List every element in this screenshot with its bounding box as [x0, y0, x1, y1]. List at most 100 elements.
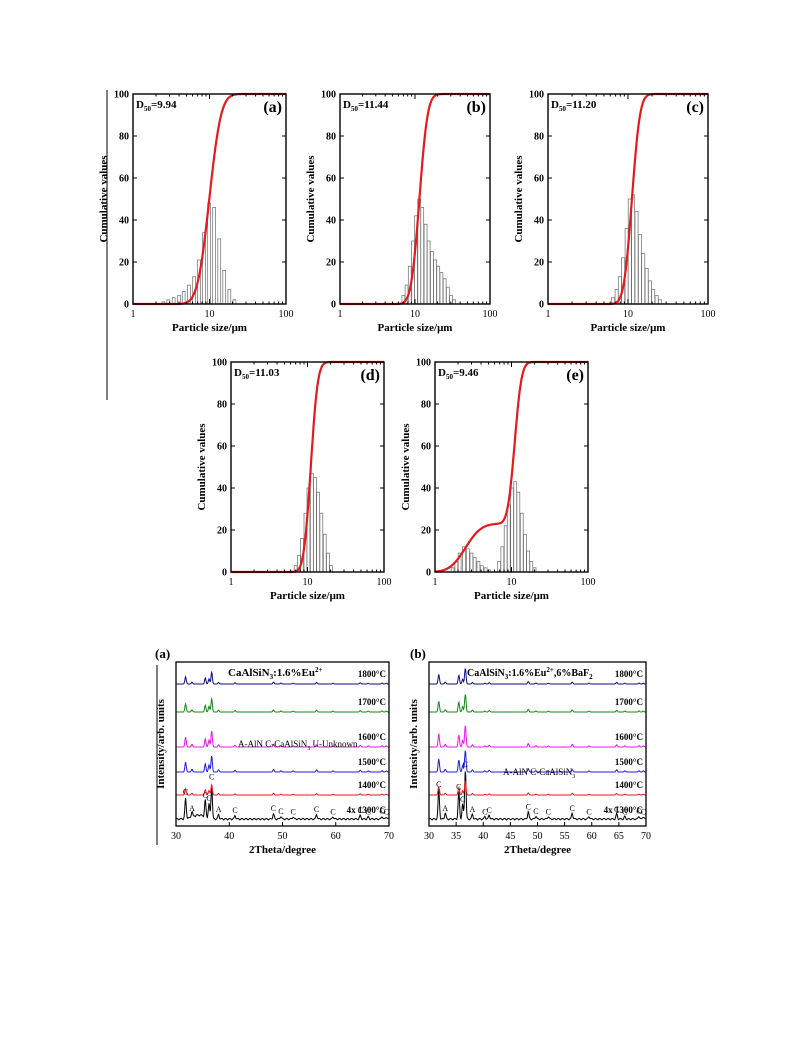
x-tick-label: 100 — [377, 577, 392, 588]
histogram-bar — [641, 253, 646, 305]
title-sup: 2+ — [546, 666, 554, 674]
x-tick-label: 50 — [533, 831, 543, 842]
histogram-bar — [523, 533, 527, 573]
histogram-bar — [648, 280, 652, 305]
x-tick-label: 1 — [546, 309, 551, 320]
psd-panel-0: 0 20 40 60 80 100 1 10 100 Particle size/μm Cumula… — [98, 90, 294, 335]
d50-annotation: D50=11.20 — [551, 99, 597, 113]
x-tick-label: 10 — [410, 309, 420, 320]
title-mid: :1.6%Eu — [508, 668, 547, 679]
x-tick-label: 1 — [131, 309, 136, 320]
y-tick-label: 40 — [119, 216, 129, 227]
title-base: CaAlSiN — [467, 668, 506, 679]
panel-label: (b) — [410, 646, 426, 661]
y-tick-label: 60 — [326, 174, 336, 185]
histogram-bar — [227, 288, 232, 305]
peak-label: C — [209, 773, 214, 782]
panel-label: (b) — [466, 99, 486, 116]
panel-label: (e) — [566, 367, 584, 384]
histogram-bar — [316, 491, 320, 573]
x-tick-label: 1 — [229, 577, 234, 588]
y-tick-label: 20 — [534, 258, 544, 269]
d50-sub: 50 — [559, 105, 567, 113]
x-axis-label: Particle size/μm — [378, 322, 453, 334]
y-tick-label: 80 — [217, 400, 227, 411]
histogram-bar — [638, 234, 642, 305]
x-tick-label: 50 — [278, 831, 288, 842]
x-axis-label: Particle size/μm — [270, 590, 345, 602]
d50-base: D — [136, 99, 144, 111]
histogram-bar — [326, 552, 330, 573]
histogram-bar — [466, 548, 470, 573]
d50-value: =11.44 — [358, 99, 389, 111]
y-tick-label: 100 — [114, 90, 129, 101]
peak-label: C — [533, 807, 538, 816]
xrd-panel-0: 4x 1300°C 1400°C 1500°C 1600°C 1700°C 1800°C C… — [155, 646, 394, 856]
histogram-bar — [426, 240, 431, 305]
d50-value: =11.03 — [249, 367, 280, 379]
y-axis-label: Cumulative values — [305, 155, 317, 243]
x-tick-label: 45 — [505, 831, 515, 842]
legend-note-base: A-AlN C-CaAlSiN — [503, 767, 573, 777]
d50-sub: 50 — [242, 373, 250, 381]
histogram-bar — [430, 251, 434, 305]
y-tick-label: 0 — [222, 568, 227, 579]
series-label: 4x 1300°C — [604, 805, 643, 815]
d50-sub: 50 — [351, 105, 359, 113]
panel-label: (a) — [155, 646, 170, 661]
peak-label: A — [189, 804, 195, 813]
peak-label: C — [460, 795, 465, 804]
histogram-bar — [500, 546, 505, 573]
y-tick-label: 100 — [212, 358, 227, 369]
histogram-bar — [420, 207, 425, 305]
xrd-series-line — [176, 730, 389, 748]
histogram-bar — [510, 487, 514, 573]
x-axis-label: Particle size/μm — [591, 322, 666, 334]
legend-note-sub: 3 — [572, 774, 575, 780]
d50-base: D — [234, 367, 242, 379]
series-label: 4x 1300°C — [347, 805, 386, 815]
peak-label: A — [470, 805, 476, 814]
x-tick-label: 70 — [641, 831, 651, 842]
histogram-bar — [519, 512, 524, 573]
y-tick-label: 80 — [534, 132, 544, 143]
peak-label: C — [641, 808, 646, 817]
psd-panel-3: 0 20 40 60 80 100 1 10 100 Particle size/μm Cumula… — [196, 358, 392, 603]
x-tick-label: 100 — [581, 577, 596, 588]
legend-note-base: A-AlN C-CaAlSiN — [238, 739, 308, 749]
d50-base: D — [551, 99, 559, 111]
histogram-bar — [503, 525, 508, 573]
x-tick-label: 1 — [433, 577, 438, 588]
xrd-series-line — [429, 750, 646, 773]
x-tick-label: 30 — [424, 831, 434, 842]
title-sub2: 2 — [589, 673, 593, 681]
xrd-series-line — [176, 670, 389, 685]
d50-value: =9.94 — [151, 99, 177, 111]
y-tick-label: 60 — [217, 442, 227, 453]
peak-label: C — [314, 805, 319, 814]
series-label: 1500°C — [358, 757, 386, 767]
peak-label: C — [570, 804, 575, 813]
legend-note: A-AlN C-CaAlSiN3 — [503, 767, 575, 780]
peak-label: C — [271, 804, 276, 813]
panel-label: (c) — [686, 99, 704, 116]
y-tick-label: 80 — [119, 132, 129, 143]
psd-panel-4: 0 20 40 60 80 100 1 10 100 Particle size/μm Cumula… — [400, 358, 596, 603]
x-axis-label: Particle size/μm — [172, 322, 247, 334]
y-tick-label: 100 — [529, 90, 544, 101]
peak-label: C — [436, 780, 441, 789]
xrd-panel-1: 4x 1300°C 1400°C 1500°C 1600°C 1700°C 1800°C C… — [408, 646, 651, 856]
x-tick-label: 10 — [205, 309, 215, 320]
y-tick-label: 20 — [326, 258, 336, 269]
y-tick-label: 40 — [217, 484, 227, 495]
y-tick-label: 60 — [119, 174, 129, 185]
histogram-bar — [212, 207, 216, 305]
histogram-bar — [439, 272, 444, 305]
histogram-bar — [529, 561, 534, 573]
y-tick-label: 100 — [416, 358, 431, 369]
histogram-bar — [423, 223, 428, 305]
x-tick-label: 100 — [279, 309, 294, 320]
x-tick-label: 10 — [623, 309, 633, 320]
y-tick-label: 40 — [326, 216, 336, 227]
histogram-bar — [319, 512, 324, 573]
